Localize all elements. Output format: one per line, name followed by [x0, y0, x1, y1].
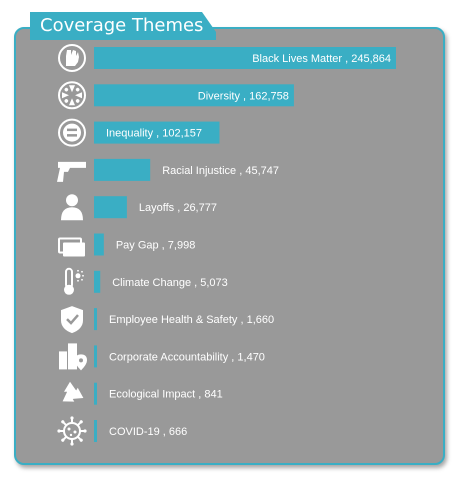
bar-climate-change	[94, 270, 101, 293]
bar-layoffs	[94, 196, 127, 219]
diversity-icon	[58, 81, 86, 110]
bar-racial-injustice	[94, 158, 151, 181]
bar-employee-health-safety	[94, 308, 97, 331]
bar-covid-19	[94, 420, 97, 442]
bar-diversity	[94, 84, 294, 107]
bar-ecological-impact	[94, 382, 97, 405]
bar-label: Diversity , 162,758	[198, 90, 289, 102]
bar-label: COVID-19 , 666	[109, 426, 187, 438]
bar-label: Corporate Accountability , 1,470	[109, 351, 265, 363]
bar-label: Employee Health & Safety , 1,660	[109, 314, 274, 326]
title-tab	[30, 12, 216, 40]
bar-label: Pay Gap , 7,998	[116, 240, 196, 252]
bar-pay-gap	[94, 233, 104, 256]
recycle-icon	[62, 381, 84, 402]
bar-label: Inequality , 102,157	[106, 128, 202, 140]
raised-fist-icon	[58, 44, 86, 72]
person-icon	[61, 194, 83, 221]
bar-black-lives-matter	[94, 47, 396, 69]
bar-inequality	[94, 121, 220, 144]
shield-icon	[61, 306, 83, 334]
money-icon	[58, 237, 85, 257]
bar-corporate-accountability	[94, 345, 97, 368]
buildings-icon	[59, 343, 87, 371]
chart-title: Coverage Themes	[40, 15, 204, 36]
bar-label: Racial Injustice , 45,747	[162, 165, 279, 177]
bar-label: Black Lives Matter , 245,864	[252, 53, 391, 65]
bar-label: Layoffs , 26,777	[139, 202, 217, 214]
gun-icon	[57, 161, 86, 182]
virus-icon	[57, 416, 87, 446]
bar-label: Ecological Impact , 841	[109, 389, 223, 401]
equals-icon	[58, 118, 86, 147]
bar-label: Climate Change , 5,073	[112, 277, 228, 289]
thermometer-icon	[64, 267, 84, 295]
